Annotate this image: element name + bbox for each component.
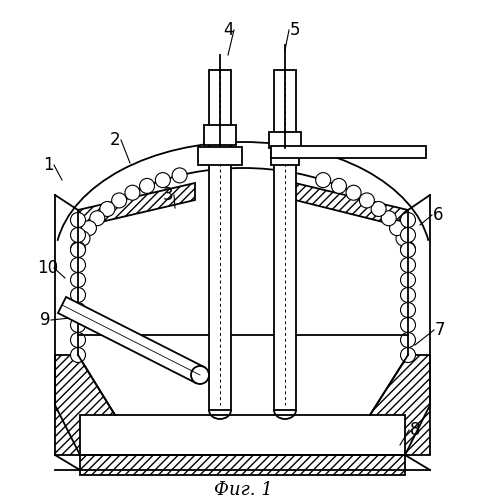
- Text: 10: 10: [37, 259, 58, 277]
- Circle shape: [400, 258, 416, 272]
- Circle shape: [172, 168, 187, 183]
- Text: 9: 9: [40, 311, 50, 329]
- Bar: [274, 70, 296, 410]
- Circle shape: [90, 210, 105, 226]
- Circle shape: [112, 193, 127, 208]
- Polygon shape: [58, 297, 204, 383]
- Circle shape: [100, 202, 115, 216]
- Circle shape: [400, 228, 416, 242]
- Circle shape: [400, 302, 416, 318]
- Text: 7: 7: [435, 321, 445, 339]
- Bar: [209, 70, 231, 410]
- Circle shape: [70, 242, 86, 256]
- Circle shape: [400, 272, 416, 287]
- Circle shape: [70, 302, 86, 318]
- Circle shape: [396, 231, 411, 246]
- Circle shape: [371, 202, 386, 216]
- Text: 6: 6: [433, 206, 443, 224]
- Circle shape: [390, 220, 404, 236]
- Circle shape: [346, 185, 361, 200]
- Circle shape: [82, 220, 96, 236]
- Circle shape: [315, 172, 330, 188]
- Circle shape: [70, 272, 86, 287]
- Bar: [271, 151, 299, 165]
- Circle shape: [400, 318, 416, 332]
- Circle shape: [400, 332, 416, 347]
- Text: Фиг. 1: Фиг. 1: [214, 481, 272, 499]
- Circle shape: [400, 242, 416, 256]
- Bar: [204, 125, 236, 145]
- Text: 3: 3: [163, 186, 174, 204]
- Circle shape: [70, 348, 86, 362]
- Bar: [269, 132, 301, 148]
- Circle shape: [191, 366, 209, 384]
- Circle shape: [400, 242, 416, 258]
- Circle shape: [75, 231, 90, 246]
- Circle shape: [359, 193, 374, 208]
- Text: 8: 8: [410, 421, 420, 439]
- Circle shape: [400, 288, 416, 302]
- Circle shape: [381, 210, 396, 226]
- Circle shape: [70, 228, 86, 242]
- Polygon shape: [295, 183, 408, 225]
- Bar: [198, 147, 242, 165]
- Circle shape: [70, 212, 86, 228]
- Circle shape: [400, 348, 416, 362]
- Circle shape: [70, 242, 86, 258]
- Polygon shape: [78, 183, 195, 225]
- Circle shape: [70, 332, 86, 347]
- Circle shape: [125, 185, 140, 200]
- Circle shape: [156, 172, 171, 188]
- Circle shape: [70, 288, 86, 302]
- Circle shape: [70, 258, 86, 272]
- Circle shape: [70, 318, 86, 332]
- Bar: [271, 146, 426, 158]
- Circle shape: [400, 212, 416, 228]
- Text: 5: 5: [290, 21, 300, 39]
- Circle shape: [331, 178, 347, 194]
- Text: 2: 2: [110, 131, 121, 149]
- Text: 1: 1: [43, 156, 53, 174]
- Text: 4: 4: [223, 21, 233, 39]
- Circle shape: [139, 178, 155, 194]
